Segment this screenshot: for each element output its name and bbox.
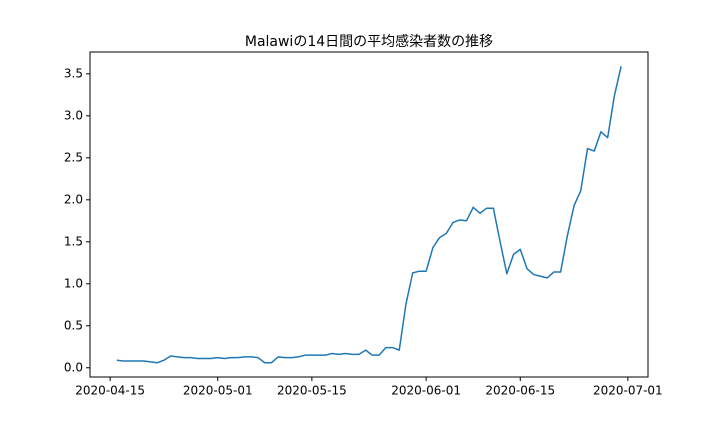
x-tick-label: 2020-05-15 xyxy=(277,384,347,398)
y-tick-label: 3.0 xyxy=(64,108,83,122)
y-tick-label: 1.0 xyxy=(64,276,83,290)
x-tick-label: 2020-06-01 xyxy=(391,384,461,398)
y-tick-label: 0.5 xyxy=(64,318,83,332)
line xyxy=(116,66,622,364)
x-tick-label: 2020-06-15 xyxy=(485,384,555,398)
y-tick-label: 1.5 xyxy=(64,234,83,248)
y-tick-label: 3.5 xyxy=(64,66,83,80)
chart-title: Malawiの14日間の平均感染者数の推移 xyxy=(245,33,493,50)
x-tick-label: 2020-05-01 xyxy=(183,384,253,398)
plot-frame xyxy=(89,51,649,378)
x-tick-label: 2020-07-01 xyxy=(593,384,663,398)
y-tick-label: 2.5 xyxy=(64,150,83,164)
y-tick-label: 0.0 xyxy=(64,360,83,374)
y-tick-label: 2.0 xyxy=(64,192,83,206)
x-tick-label: 2020-04-15 xyxy=(75,384,145,398)
